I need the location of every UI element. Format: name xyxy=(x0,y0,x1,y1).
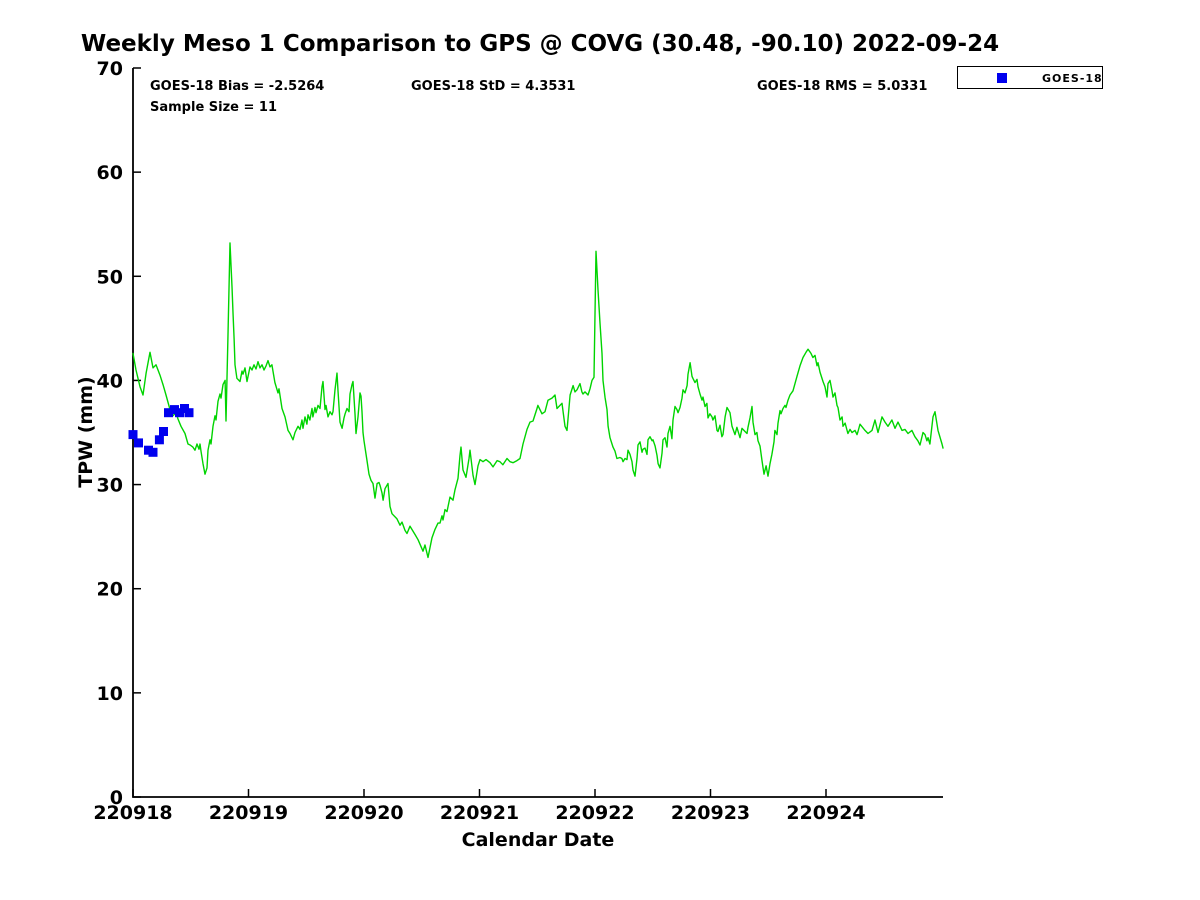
x-axis-label: Calendar Date xyxy=(461,829,615,851)
legend: GOES-18 xyxy=(957,66,1103,89)
stat-rms: GOES-18 RMS = 5.0331 xyxy=(757,79,928,94)
chart-title: Weekly Meso 1 Comparison to GPS @ COVG (… xyxy=(80,31,1000,57)
y-tick-label: 40 xyxy=(97,370,123,392)
y-tick-label: 70 xyxy=(97,58,123,80)
y-tick-label: 30 xyxy=(97,475,123,497)
goes18-point xyxy=(154,435,164,445)
x-tick-label: 220922 xyxy=(555,802,634,824)
goes18-point xyxy=(128,430,138,440)
x-tick-label: 220919 xyxy=(209,802,288,824)
goes18-point xyxy=(184,408,194,418)
legend-label: GOES-18 xyxy=(1042,72,1103,85)
y-tick-label: 0 xyxy=(110,787,123,809)
goes18-point xyxy=(164,408,173,418)
x-tick-label: 220921 xyxy=(440,802,519,824)
y-tick-label: 20 xyxy=(97,579,123,601)
goes18-point xyxy=(134,438,143,448)
goes18-point xyxy=(170,405,179,415)
axis-lines xyxy=(132,68,943,798)
goes18-point xyxy=(148,447,158,457)
legend-marker-square-icon xyxy=(997,73,1007,83)
gps-line xyxy=(132,242,944,559)
y-tick-label: 60 xyxy=(97,162,123,184)
stat-std: GOES-18 StD = 4.3531 xyxy=(411,79,576,94)
y-axis-label: TPW (mm) xyxy=(75,376,97,488)
x-tick-label: 220918 xyxy=(93,802,172,824)
stat-bias: GOES-18 Bias = -2.5264 xyxy=(150,79,325,94)
x-tick-label: 220923 xyxy=(671,802,750,824)
goes18-point xyxy=(175,408,184,418)
x-tick-label: 220920 xyxy=(324,802,403,824)
y-tick-label: 10 xyxy=(97,683,123,705)
goes18-point xyxy=(159,427,168,436)
stat-sample-size: Sample Size = 11 xyxy=(150,100,278,115)
y-tick-label: 50 xyxy=(97,266,123,288)
x-tick-label: 220924 xyxy=(786,802,865,824)
